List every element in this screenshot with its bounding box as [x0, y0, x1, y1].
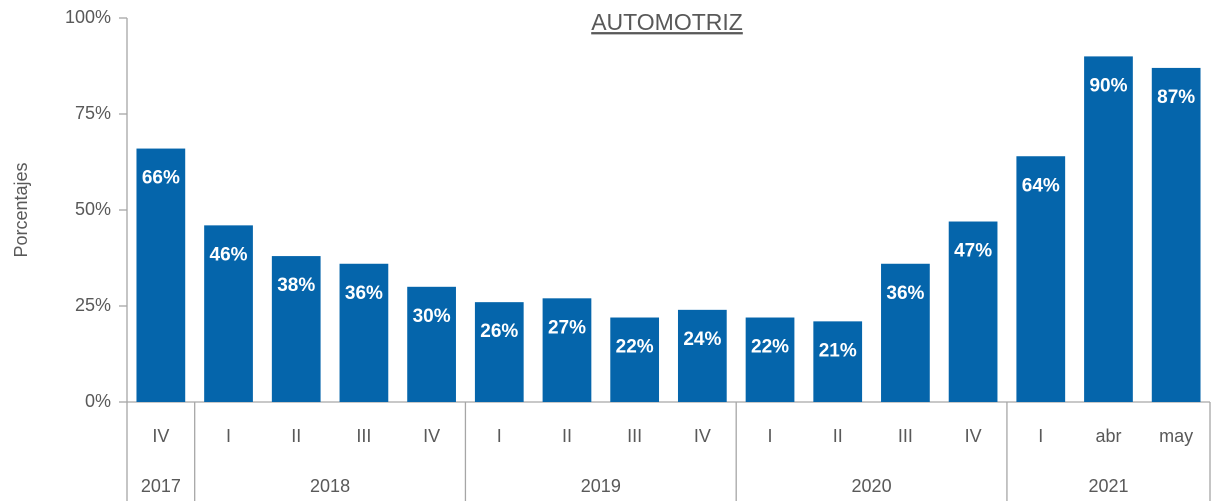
x-tick-label: IV — [694, 426, 711, 446]
group-label: 2020 — [852, 476, 892, 496]
x-tick-label: I — [226, 426, 231, 446]
x-tick-label: I — [768, 426, 773, 446]
group-label: 2017 — [141, 476, 181, 496]
bar — [136, 148, 186, 402]
x-tick-label: II — [562, 426, 572, 446]
x-tick-label: abr — [1095, 426, 1121, 446]
x-tick-label: III — [898, 426, 913, 446]
data-label: 27% — [548, 317, 586, 338]
data-label: 36% — [886, 283, 924, 304]
y-tick-label: 50% — [75, 199, 111, 219]
data-label: 38% — [277, 275, 315, 296]
y-tick-label: 0% — [85, 391, 111, 411]
data-label: 66% — [142, 168, 180, 189]
group-label: 2019 — [581, 476, 621, 496]
data-label: 26% — [480, 321, 518, 342]
x-tick-label: III — [627, 426, 642, 446]
chart-title: AUTOMOTRIZ — [591, 9, 743, 35]
bar — [948, 221, 998, 402]
data-label: 64% — [1022, 175, 1060, 196]
data-label: 24% — [683, 329, 721, 350]
data-label: 21% — [819, 340, 857, 361]
x-tick-label: II — [291, 426, 301, 446]
x-tick-label: I — [497, 426, 502, 446]
bar — [1084, 56, 1133, 403]
data-label: 22% — [616, 337, 654, 358]
bar — [1151, 67, 1201, 403]
data-label: 36% — [345, 283, 383, 304]
data-label: 90% — [1089, 75, 1127, 96]
y-tick-label: 25% — [75, 295, 111, 315]
y-tick-label: 75% — [75, 103, 111, 123]
x-tick-label: IV — [423, 426, 440, 446]
x-tick-label: IV — [965, 426, 982, 446]
data-label: 30% — [413, 306, 451, 327]
bar — [745, 317, 795, 402]
bar — [813, 321, 863, 402]
data-label: 87% — [1157, 87, 1195, 108]
data-label: 46% — [210, 244, 248, 265]
bar — [204, 225, 253, 402]
x-tick-label: IV — [152, 426, 169, 446]
bar — [407, 286, 456, 402]
data-label: 47% — [954, 241, 992, 262]
bar — [339, 263, 389, 402]
bar — [542, 298, 592, 402]
group-label: 2018 — [310, 476, 350, 496]
bar — [610, 317, 660, 402]
group-label: 2021 — [1088, 476, 1128, 496]
data-label: 22% — [751, 337, 789, 358]
bar — [1016, 156, 1066, 402]
bar — [271, 256, 321, 402]
x-tick-label: II — [833, 426, 843, 446]
y-axis-label: Porcentajes — [11, 162, 31, 257]
y-tick-label: 100% — [65, 7, 111, 27]
bar — [677, 309, 727, 402]
x-tick-label: III — [356, 426, 371, 446]
bar — [881, 263, 930, 402]
x-tick-label: may — [1159, 426, 1193, 446]
bar — [474, 302, 524, 402]
x-tick-label: I — [1038, 426, 1043, 446]
